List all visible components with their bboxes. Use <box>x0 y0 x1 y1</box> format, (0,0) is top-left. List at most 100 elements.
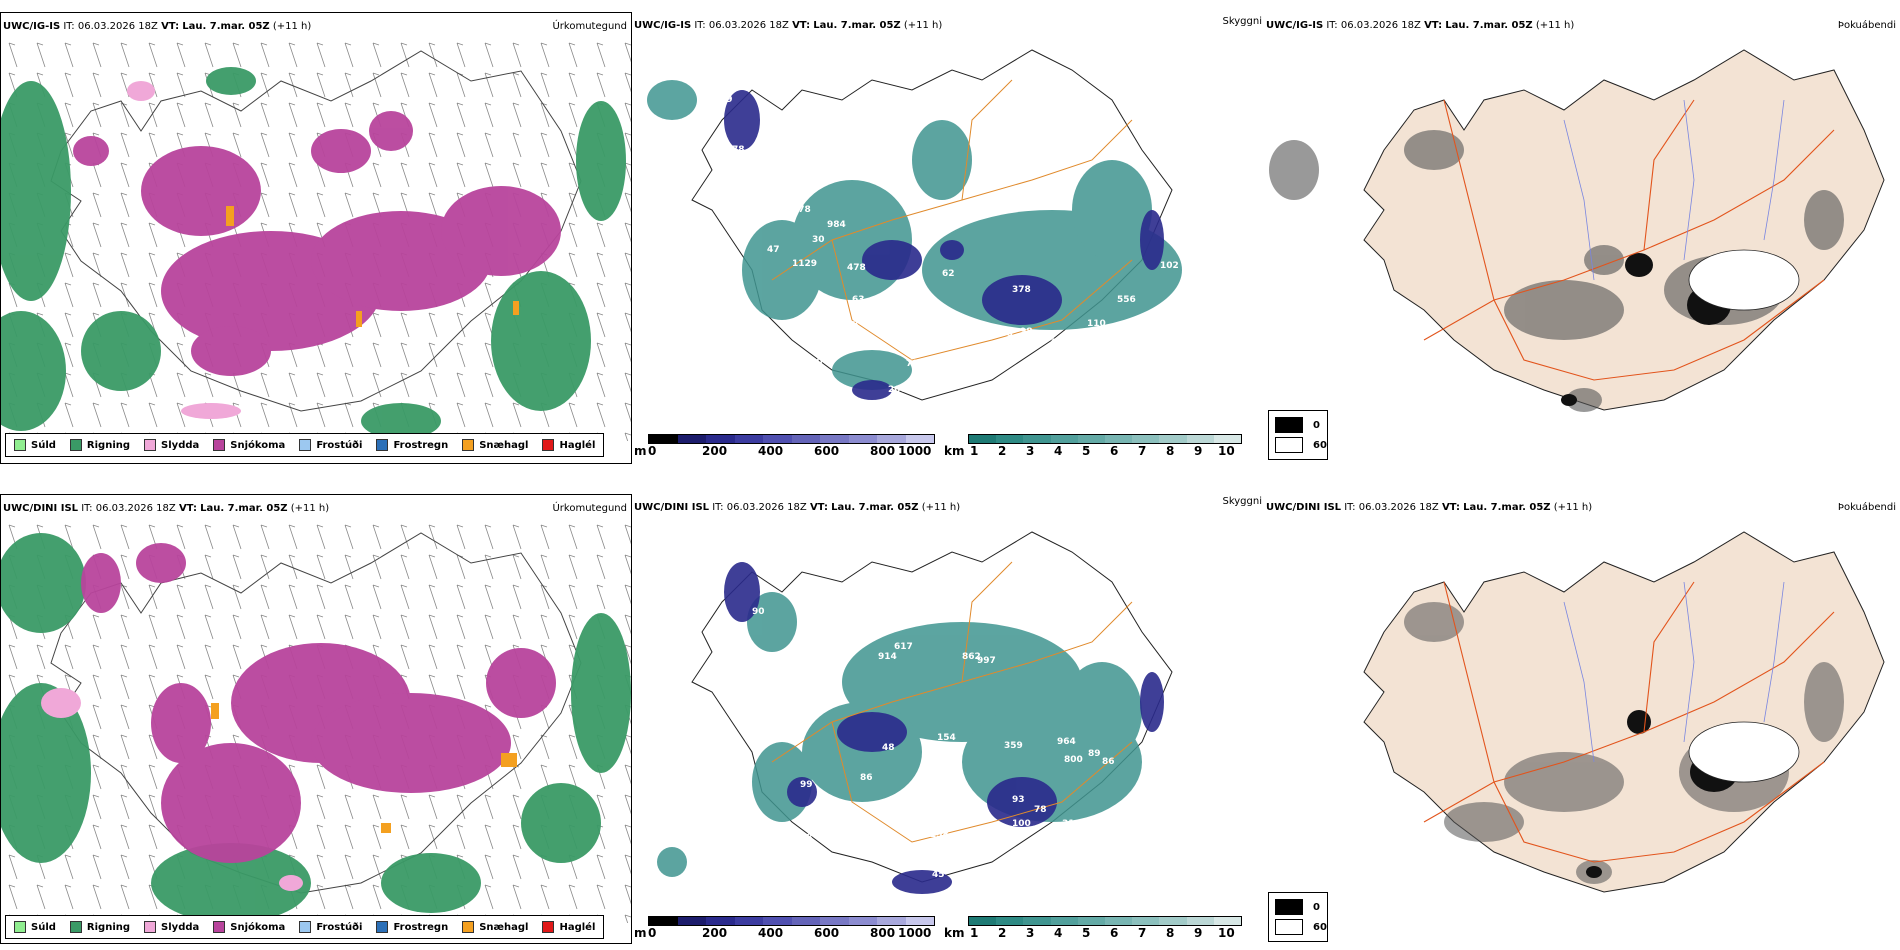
legend-item-snjokoma: Snjókoma <box>213 921 285 933</box>
ceiling-tick: 800 <box>870 926 896 940</box>
ceiling-colorbar: m 0 200 400 600 800 1000 <box>634 434 935 460</box>
svg-text:86: 86 <box>860 773 873 783</box>
snow-areas <box>73 111 561 376</box>
ceiling-tick: 1000 <box>898 926 932 940</box>
legend-swatch <box>299 921 312 933</box>
ceiling-tick: 0 <box>648 926 657 940</box>
ceiling-colorbar: m 0 200 400 600 800 1000 <box>634 916 935 942</box>
ceiling-tick: 0 <box>648 444 657 458</box>
glacier <box>1688 721 1800 783</box>
vis-tick: 9 <box>1194 926 1203 940</box>
ceiling-colorbar-strip <box>648 434 935 444</box>
low-ceiling-areas <box>724 90 1164 400</box>
legend-item-rigning: Rigning <box>69 921 130 933</box>
svg-text:108: 108 <box>804 329 823 339</box>
legend-item-sudl: Súld <box>14 921 56 933</box>
svg-text:49: 49 <box>720 95 733 105</box>
vis-tick: 4 <box>1054 444 1063 458</box>
vis-tick: 3 <box>1026 444 1035 458</box>
panel-header: UWC/DINI ISL IT: 06.03.2026 18Z VT: Lau.… <box>1266 502 1593 513</box>
fog-title: Þokuábendi <box>1837 502 1896 513</box>
svg-text:280: 280 <box>822 687 841 697</box>
svg-text:84: 84 <box>827 313 840 323</box>
svg-text:800: 800 <box>1064 755 1083 765</box>
svg-text:653: 653 <box>652 145 671 155</box>
svg-text:107: 107 <box>908 823 927 833</box>
legend-item-haglel: Haglél <box>542 439 595 451</box>
legend-swatch <box>213 439 226 451</box>
visibility-colorbar-strip <box>968 434 1242 444</box>
panel-header: UWC/IG-IS IT: 06.03.2026 18Z VT: Lau. 7.… <box>3 21 312 32</box>
ceiling-tick: 800 <box>870 444 896 458</box>
svg-text:359: 359 <box>1004 741 1023 751</box>
fog-panel-1: UWC/IG-IS IT: 06.03.2026 18Z VT: Lau. 7.… <box>1264 12 1900 464</box>
svg-text:53: 53 <box>1008 345 1021 355</box>
svg-text:48: 48 <box>882 743 895 753</box>
svg-text:342: 342 <box>782 867 801 877</box>
snow-pellet-areas <box>211 703 517 833</box>
svg-text:108: 108 <box>994 329 1013 339</box>
legend-swatch <box>376 921 389 933</box>
fog-legend-swatch <box>1275 919 1303 935</box>
ceiling-unit: m <box>634 926 647 940</box>
fog-legend: 0 60 <box>1268 410 1328 460</box>
precip-map <box>1 523 631 923</box>
ceiling-tick: 600 <box>814 926 840 940</box>
snow-areas <box>81 543 556 863</box>
svg-text:110: 110 <box>1087 319 1106 329</box>
svg-text:964: 964 <box>1057 737 1076 747</box>
roads <box>1423 581 1835 863</box>
legend-item-slydda: Slydda <box>144 921 199 933</box>
rivers <box>1563 581 1785 763</box>
svg-text:154: 154 <box>937 733 956 743</box>
legend-item-frostudi: Frostúði <box>299 439 362 451</box>
visibility-unit: km <box>944 926 965 940</box>
legend-swatch <box>14 921 26 933</box>
svg-text:47: 47 <box>767 245 780 255</box>
fog-map <box>1363 531 1885 893</box>
svg-text:90: 90 <box>752 607 765 617</box>
svg-text:98: 98 <box>1177 243 1190 253</box>
legend-item-sudl: Súld <box>14 439 56 451</box>
svg-text:99: 99 <box>800 780 813 790</box>
vis-tick: 10 <box>1218 444 1235 458</box>
svg-text:89: 89 <box>1088 749 1101 759</box>
legend-item-slydda: Slydda <box>144 439 199 451</box>
legend-item-snaehagl: Snæhagl <box>462 439 528 451</box>
legend-swatch <box>14 439 26 451</box>
fog-legend-swatch <box>1275 899 1303 915</box>
svg-text:31: 31 <box>1062 819 1075 829</box>
svg-text:920: 920 <box>914 808 933 818</box>
legend-item-frostregn: Frostregn <box>376 921 448 933</box>
legend-swatch <box>144 921 157 933</box>
svg-text:478: 478 <box>847 263 866 273</box>
svg-text:66: 66 <box>1162 720 1175 730</box>
fog-panel-2: UWC/DINI ISL IT: 06.03.2026 18Z VT: Lau.… <box>1264 494 1900 944</box>
vis-tick: 8 <box>1166 444 1175 458</box>
vis-tick: 10 <box>1218 926 1235 940</box>
iceland-coastline <box>50 50 582 412</box>
svg-text:258: 258 <box>930 830 949 840</box>
legend-item-frostudi: Frostúði <box>299 921 362 933</box>
svg-text:226: 226 <box>900 793 919 803</box>
legend-item-rigning: Rigning <box>69 439 130 451</box>
svg-text:178: 178 <box>792 205 811 215</box>
rivers <box>1563 99 1785 281</box>
ceiling-height-labels: 617 914 862 997 90 103 223 280 52 154 48… <box>668 607 1180 880</box>
vis-tick: 1 <box>970 926 979 940</box>
svg-text:378: 378 <box>1012 285 1031 295</box>
fog-map <box>1269 49 1885 412</box>
svg-text:11: 11 <box>800 849 813 859</box>
svg-text:62: 62 <box>942 269 955 279</box>
low-ceiling-areas <box>724 562 1164 894</box>
visibility-map: 617 914 862 997 90 103 223 280 52 154 48… <box>657 531 1180 894</box>
svg-text:102: 102 <box>1160 261 1179 271</box>
svg-text:78: 78 <box>732 145 745 155</box>
precip-title: Úrkomutegund <box>552 21 627 32</box>
ceiling-tick: 200 <box>702 926 728 940</box>
vis-tick: 5 <box>1082 444 1091 458</box>
svg-text:39: 39 <box>904 405 917 415</box>
precip-type-panel-2: UWC/DINI ISL IT: 06.03.2026 18Z VT: Lau.… <box>0 494 632 944</box>
fog-legend-swatch <box>1275 437 1303 453</box>
panel-header: UWC/IG-IS IT: 06.03.2026 18Z VT: Lau. 7.… <box>1266 20 1575 31</box>
